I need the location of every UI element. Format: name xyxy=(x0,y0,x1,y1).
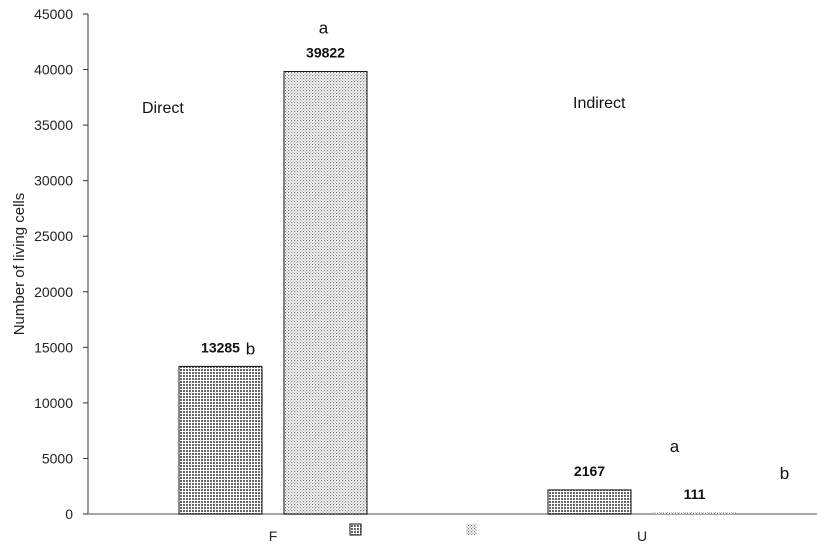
y-tick-label: 20000 xyxy=(34,284,73,300)
value-label: 13285 xyxy=(201,339,240,355)
y-tick-label: 5000 xyxy=(42,450,73,466)
annotation-direct: Direct xyxy=(142,100,184,117)
legend-swatch-dense xyxy=(349,523,362,536)
annotation-indirect: Indirect xyxy=(573,95,626,112)
bar-f-series-1 xyxy=(178,365,263,515)
y-tick-label: 25000 xyxy=(34,228,73,244)
y-tick-label: 30000 xyxy=(34,173,73,189)
category-label-f: F xyxy=(269,528,278,544)
significance-letter: a xyxy=(319,19,329,38)
bar-f-series-2 xyxy=(283,71,368,515)
significance-letter: b xyxy=(246,339,255,358)
y-axis-title: Number of living cells xyxy=(11,193,28,336)
y-tick-label: 45000 xyxy=(34,6,73,22)
bar-u-series-2 xyxy=(652,512,737,515)
significance-letter: a xyxy=(670,437,680,456)
significance-letter: b xyxy=(780,464,789,483)
value-label: 39822 xyxy=(306,45,345,61)
y-tick-label: 0 xyxy=(65,506,73,522)
y-tick-label: 10000 xyxy=(34,395,73,411)
bar-u-series-1 xyxy=(547,489,632,515)
category-label-u: U xyxy=(637,528,647,544)
y-tick-group: 0 5000 10000 15000 20000 25000 30000 35000 40000… xyxy=(34,6,88,522)
legend-swatch-light xyxy=(466,524,477,535)
value-label: 2167 xyxy=(574,463,605,479)
value-label: 111 xyxy=(684,486,706,502)
y-tick-label: 15000 xyxy=(34,339,73,355)
y-tick-label: 35000 xyxy=(34,117,73,133)
labels-group: 13285 b 2167 a 39822 a 111 b xyxy=(201,19,789,502)
y-tick-label: 40000 xyxy=(34,62,73,78)
bars-group xyxy=(178,71,737,515)
